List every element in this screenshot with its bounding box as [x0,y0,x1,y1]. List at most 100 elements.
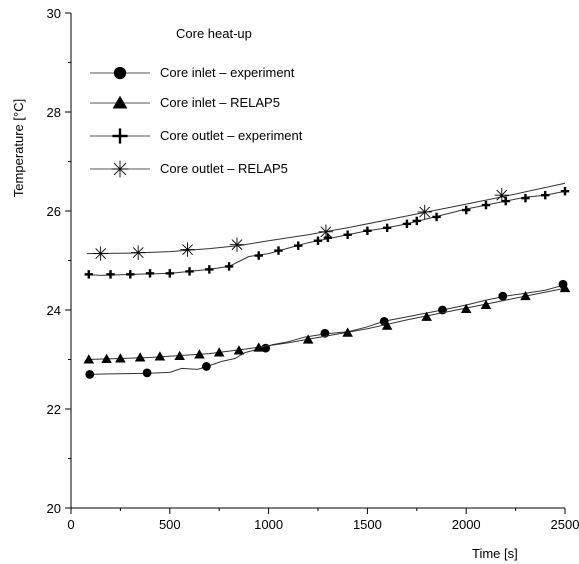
data-point-triangle [154,351,166,361]
data-point-plus [165,269,174,278]
data-point-plus [382,223,392,233]
y-tick-label: 20 [47,501,61,516]
data-point-plus [560,187,570,196]
data-point-plus [294,241,303,250]
data-point-asterisk [130,245,146,260]
data-point-asterisk [318,224,334,239]
legend-label: Core outlet – RELAP5 [160,161,288,176]
marker-stroke [231,239,243,251]
data-point-plus [185,267,194,276]
data-point-plus [521,193,530,203]
legend-marker-triangle [112,95,128,109]
data-point-triangle [194,349,205,359]
axes [70,13,565,509]
data-point-triangle [115,353,126,363]
series-1 [83,282,571,364]
x-axis-ticks: 0 500 1000 1500 2000 2500 [67,508,579,532]
data-point-asterisk [180,242,195,257]
data-point-plus [462,205,471,215]
legend-item-core-inlet-experiment: Core inlet – experiment [90,65,295,80]
data-point-asterisk [93,246,108,261]
data-point-plus [254,251,263,260]
data-point-plus [145,269,155,278]
legend-label: Core inlet – experiment [160,65,295,80]
data-point-plus [274,246,283,255]
data-point-plus [481,200,491,210]
legend-marker-circle [113,66,127,80]
series-0 [85,279,568,379]
x-tick-label: 2000 [452,517,481,532]
y-tick-label: 30 [47,6,61,21]
legend-marker-shape [111,160,129,178]
legend-marker-shape [113,66,127,80]
data-point-circle [142,368,152,378]
data-point-plus [501,196,510,206]
data-point-circle [85,369,95,379]
marker-stroke [113,162,127,176]
y-axis-ticks: 20 22 24 26 28 30 [47,6,71,516]
marker-stroke [95,248,107,259]
legend-marker-shape [112,128,128,144]
marker-stroke [320,226,332,238]
data-point-asterisk [494,187,509,203]
y-tick-label: 24 [47,303,61,318]
series-3 [86,182,566,261]
legend: Core inlet – experiment Core inlet – REL… [90,65,303,178]
y-tick-label: 26 [47,204,61,219]
data-point-triangle [101,353,112,363]
data-point-plus [541,190,550,200]
x-tick-label: 0 [67,517,74,532]
legend-label: Core inlet – RELAP5 [160,95,280,110]
data-point-plus [343,230,352,239]
data-point-plus [363,226,372,235]
data-point-plus [412,216,421,226]
data-point-triangle [520,290,531,301]
data-point-plus [402,219,412,229]
marker-stroke [132,247,144,258]
y-tick-label: 22 [47,402,61,417]
data-point-plus [126,270,135,279]
data-point-triangle [213,347,225,357]
data-point-plus [313,236,323,245]
legend-label: Core outlet – experiment [160,128,303,143]
data-point-plus [205,265,214,274]
data-point-plus [323,233,333,242]
series-line [86,284,564,375]
x-tick-label: 1500 [353,517,382,532]
data-point-asterisk [417,204,432,220]
data-point-triangle [302,334,314,344]
data-point-circle [201,362,211,371]
marker-stroke [419,206,431,218]
series-line [86,182,566,255]
legend-item-core-inlet-relap5: Core inlet – RELAP5 [90,95,280,110]
data-point-triangle [460,303,472,313]
series-layer [83,182,571,379]
data-point-triangle [233,345,245,355]
series-2 [84,187,570,279]
legend-marker-asterisk [111,160,129,178]
y-tick-label: 28 [47,105,61,120]
x-tick-label: 2500 [551,517,579,532]
data-point-triangle [342,327,353,337]
x-axis-label: Time [s] [472,546,518,561]
marker-stroke [182,244,193,256]
data-point-triangle [480,299,492,310]
data-point-plus [432,212,441,222]
data-point-triangle [83,354,95,364]
legend-item-core-outlet-relap5: Core outlet – RELAP5 [90,160,288,178]
data-point-asterisk [229,237,245,252]
x-tick-label: 500 [159,517,181,532]
legend-item-core-outlet-experiment: Core outlet – experiment [90,128,303,144]
data-point-triangle [421,311,432,321]
data-point-triangle [253,342,264,352]
legend-marker-shape [112,95,128,109]
data-point-plus [106,270,115,279]
y-axis-label: Temperature [°C] [11,99,26,197]
chart-title: Core heat-up [176,26,252,41]
data-point-plus [224,262,234,271]
data-point-triangle [559,282,571,293]
data-point-triangle [134,352,146,362]
data-point-circle [498,291,508,301]
data-point-triangle [381,320,393,330]
